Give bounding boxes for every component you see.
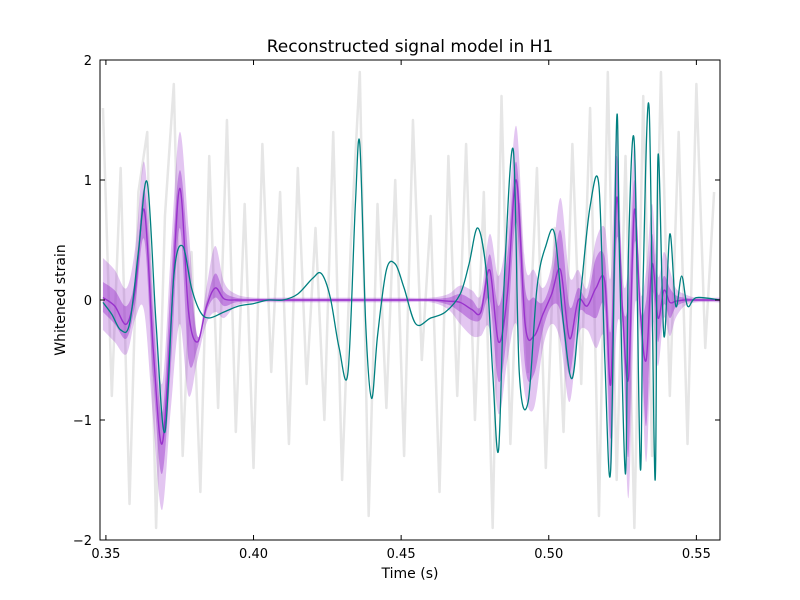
y-tick-label: 0 <box>84 294 92 309</box>
x-tick-label: 0.50 <box>534 547 563 562</box>
series-band-90 <box>102 125 720 511</box>
y-axis-label: Whitened strain <box>53 244 69 355</box>
x-tick-label: 0.55 <box>682 547 711 562</box>
y-tick-label: 1 <box>84 174 92 189</box>
x-tick-label: 0.40 <box>239 547 268 562</box>
y-tick-label: −2 <box>73 534 92 549</box>
series-layer <box>101 70 720 530</box>
x-axis-label: Time (s) <box>381 566 439 582</box>
chart-title: Reconstructed signal model in H1 <box>267 37 554 57</box>
series-band-50 <box>102 155 720 475</box>
y-tick-label: 2 <box>84 54 92 69</box>
series-teal <box>102 102 720 481</box>
x-tick-label: 0.35 <box>91 547 120 562</box>
y-axis: −2 −1 0 1 2 <box>73 54 720 549</box>
x-axis: 0.35 0.40 0.45 0.50 0.55 <box>91 60 711 562</box>
series-median <box>102 179 720 445</box>
x-tick-label: 0.45 <box>387 547 416 562</box>
series-data <box>101 70 716 530</box>
y-tick-label: −1 <box>73 414 92 429</box>
